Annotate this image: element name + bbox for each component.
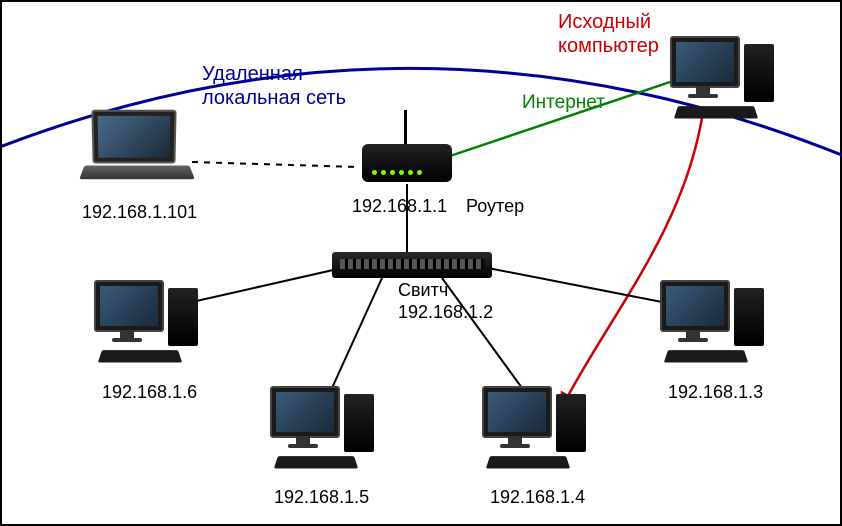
switch-node xyxy=(332,252,492,278)
ip-pc6: 192.168.1.6 xyxy=(102,382,197,403)
laptop-router xyxy=(192,162,358,167)
ip-pc4: 192.168.1.4 xyxy=(490,487,585,508)
label-remote-lan: Удаленная локальная сеть xyxy=(202,62,346,110)
pc5-node xyxy=(270,386,390,481)
label-router: Роутер xyxy=(466,196,524,218)
pc4-node xyxy=(482,386,602,481)
pc6-node xyxy=(94,280,214,375)
pc3-node xyxy=(660,280,780,375)
router-node xyxy=(362,132,452,192)
switch-pc3 xyxy=(488,268,662,302)
switch-pc6 xyxy=(192,268,342,302)
ip-router: 192.168.1.1 xyxy=(352,196,447,217)
diagram-stage: { "canvas": { "width": 842, "height": 52… xyxy=(0,0,842,526)
ip-pc5: 192.168.1.5 xyxy=(274,487,369,508)
label-switch: Свитч 192.168.1.2 xyxy=(398,280,493,323)
source-pc-node xyxy=(670,36,790,131)
label-source-pc: Исходный компьютер xyxy=(558,10,659,58)
switch-pc5 xyxy=(332,278,382,388)
ip-laptop: 192.168.1.101 xyxy=(82,202,197,223)
laptop-node xyxy=(82,110,192,188)
ip-pc3: 192.168.1.3 xyxy=(668,382,763,403)
label-internet: Интернет xyxy=(522,92,605,115)
